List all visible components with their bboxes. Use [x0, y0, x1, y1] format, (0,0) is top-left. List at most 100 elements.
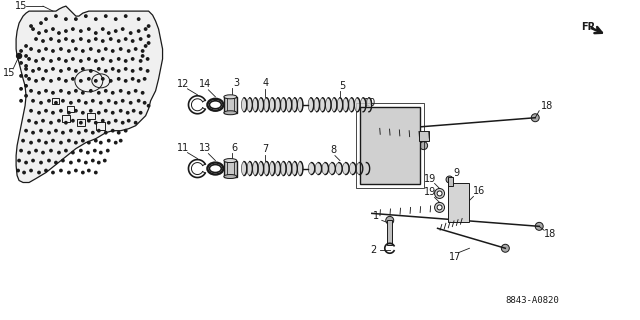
- Text: 15: 15: [15, 1, 28, 11]
- Circle shape: [60, 169, 62, 172]
- Circle shape: [55, 130, 57, 132]
- Circle shape: [77, 132, 80, 134]
- Circle shape: [127, 50, 130, 52]
- Circle shape: [95, 18, 97, 20]
- Circle shape: [127, 92, 130, 94]
- Circle shape: [382, 153, 388, 159]
- Text: 18: 18: [541, 101, 554, 111]
- Circle shape: [82, 140, 84, 142]
- Circle shape: [102, 78, 104, 80]
- Ellipse shape: [326, 98, 331, 112]
- Ellipse shape: [241, 98, 247, 112]
- Circle shape: [109, 38, 112, 40]
- Circle shape: [79, 122, 82, 124]
- Circle shape: [32, 159, 34, 162]
- Circle shape: [138, 30, 140, 32]
- Circle shape: [25, 130, 28, 132]
- Circle shape: [399, 123, 404, 129]
- Circle shape: [98, 161, 100, 164]
- Circle shape: [82, 112, 84, 114]
- Circle shape: [125, 38, 127, 40]
- Circle shape: [115, 141, 117, 144]
- Circle shape: [102, 58, 104, 60]
- Ellipse shape: [281, 162, 286, 176]
- Circle shape: [86, 151, 89, 154]
- Circle shape: [28, 58, 30, 60]
- Circle shape: [125, 130, 127, 132]
- Circle shape: [79, 38, 82, 40]
- Circle shape: [93, 149, 96, 152]
- Circle shape: [129, 101, 132, 104]
- Circle shape: [45, 70, 47, 72]
- Circle shape: [65, 18, 67, 20]
- Bar: [77, 119, 85, 126]
- Circle shape: [84, 130, 87, 132]
- Circle shape: [122, 28, 124, 30]
- Circle shape: [30, 109, 32, 112]
- Text: 8: 8: [330, 145, 336, 155]
- Circle shape: [60, 141, 62, 144]
- Ellipse shape: [298, 98, 303, 112]
- Circle shape: [45, 30, 47, 32]
- Text: 4: 4: [262, 78, 268, 88]
- Ellipse shape: [308, 163, 315, 174]
- Circle shape: [20, 88, 22, 90]
- Circle shape: [454, 196, 463, 205]
- Circle shape: [104, 70, 107, 72]
- Circle shape: [375, 111, 395, 131]
- Circle shape: [45, 109, 47, 112]
- Circle shape: [380, 116, 390, 126]
- Circle shape: [95, 60, 97, 62]
- Circle shape: [386, 216, 394, 224]
- Circle shape: [20, 149, 22, 152]
- Text: 5: 5: [339, 81, 345, 91]
- Circle shape: [88, 141, 90, 144]
- Circle shape: [17, 53, 22, 59]
- Circle shape: [28, 78, 30, 80]
- Circle shape: [17, 169, 19, 172]
- Circle shape: [58, 120, 60, 122]
- Circle shape: [132, 109, 135, 112]
- Text: 17: 17: [449, 252, 461, 262]
- Ellipse shape: [224, 111, 237, 115]
- Circle shape: [90, 109, 92, 112]
- Circle shape: [118, 132, 120, 134]
- Ellipse shape: [269, 162, 275, 176]
- Circle shape: [115, 120, 117, 122]
- Bar: [419, 131, 429, 141]
- Ellipse shape: [322, 163, 328, 174]
- Circle shape: [120, 90, 122, 92]
- Text: 11: 11: [177, 143, 189, 153]
- Circle shape: [25, 95, 28, 97]
- Circle shape: [140, 68, 142, 70]
- Circle shape: [118, 58, 120, 60]
- Circle shape: [98, 130, 100, 132]
- Circle shape: [68, 171, 70, 174]
- Bar: [224, 97, 237, 113]
- Ellipse shape: [259, 162, 264, 176]
- Circle shape: [501, 244, 509, 252]
- Circle shape: [52, 68, 54, 70]
- Circle shape: [48, 100, 50, 102]
- Circle shape: [38, 112, 40, 114]
- Circle shape: [38, 50, 40, 52]
- Circle shape: [147, 25, 150, 27]
- Circle shape: [141, 50, 144, 52]
- Text: FR.: FR.: [581, 22, 599, 32]
- Text: 18: 18: [544, 229, 556, 239]
- Ellipse shape: [275, 98, 280, 112]
- Circle shape: [45, 141, 47, 144]
- Circle shape: [141, 92, 144, 94]
- Circle shape: [82, 68, 84, 70]
- Circle shape: [65, 60, 67, 62]
- Text: 3: 3: [233, 78, 239, 88]
- FancyBboxPatch shape: [360, 107, 420, 184]
- Circle shape: [25, 45, 28, 47]
- Circle shape: [90, 48, 92, 50]
- Text: 9: 9: [454, 168, 460, 178]
- Circle shape: [111, 130, 114, 132]
- Circle shape: [55, 161, 57, 164]
- Circle shape: [79, 80, 82, 82]
- Circle shape: [65, 122, 67, 124]
- Text: 8843-A0820: 8843-A0820: [506, 296, 559, 305]
